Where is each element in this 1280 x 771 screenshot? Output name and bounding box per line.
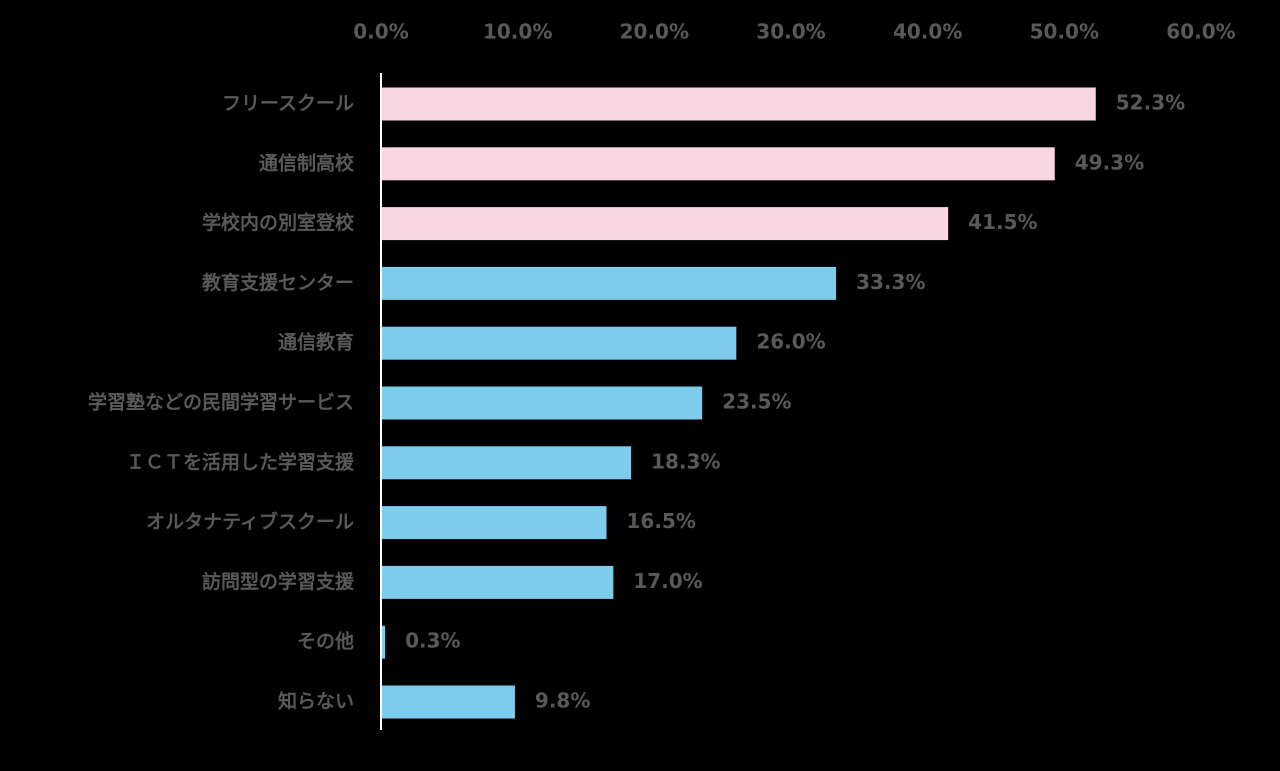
bar <box>381 625 386 659</box>
x-axis-ticks: 0.0% 10.0% 20.0% 30.0% 40.0% 50.0% 60.0% <box>353 20 1235 44</box>
bar <box>381 386 703 420</box>
x-tick-label: 0.0% <box>353 20 408 44</box>
bar-value-label: 16.5% <box>627 509 696 533</box>
bars <box>381 87 1096 719</box>
category-label: 学習塾などの民間学習サービス <box>88 391 354 414</box>
bar <box>381 506 607 540</box>
bar <box>381 207 949 241</box>
category-label: 知らない <box>278 690 354 713</box>
bar-value-label: 41.5% <box>968 210 1037 234</box>
category-label: 学校内の別室登校 <box>202 211 355 234</box>
bar-value-label: 18.3% <box>651 449 720 473</box>
bar-value-label: 9.8% <box>535 689 590 713</box>
bar-value-label: 26.0% <box>756 330 825 354</box>
value-labels: 52.3% 49.3% 41.5% 33.3% 26.0% 23.5% 18.3% 16.5%… <box>405 91 1185 713</box>
category-label: 訪問型の学習支援 <box>202 570 355 593</box>
bar <box>381 565 614 599</box>
bar <box>381 326 737 360</box>
bar <box>381 266 837 300</box>
bar <box>381 685 515 719</box>
x-tick-label: 20.0% <box>620 20 689 44</box>
category-label: フリースクール <box>222 93 354 115</box>
bar-value-label: 52.3% <box>1116 91 1185 115</box>
category-label: ＩＣＴを活用した学習支援 <box>126 450 355 473</box>
category-label: 通信制高校 <box>259 151 355 174</box>
x-tick-label: 30.0% <box>756 20 825 44</box>
bar-value-label: 23.5% <box>722 390 791 414</box>
bar-value-label: 49.3% <box>1075 150 1144 174</box>
x-tick-label: 40.0% <box>893 20 962 44</box>
bar <box>381 446 632 480</box>
category-label: オルタナティブスクール <box>146 510 354 533</box>
x-tick-label: 60.0% <box>1166 20 1235 44</box>
bar-value-label: 17.0% <box>633 569 702 593</box>
bar-value-label: 33.3% <box>856 270 925 294</box>
bar <box>381 147 1055 181</box>
x-tick-label: 50.0% <box>1030 20 1099 44</box>
category-label: 教育支援センター <box>202 271 354 294</box>
category-label: その他 <box>297 630 354 653</box>
bar-value-label: 0.3% <box>405 629 460 653</box>
bar <box>381 87 1096 121</box>
category-label: 通信教育 <box>278 331 354 354</box>
x-tick-label: 10.0% <box>483 20 552 44</box>
category-labels: フリースクール通信制高校学校内の別室登校教育支援センター通信教育学習塾などの民間… <box>88 93 355 713</box>
